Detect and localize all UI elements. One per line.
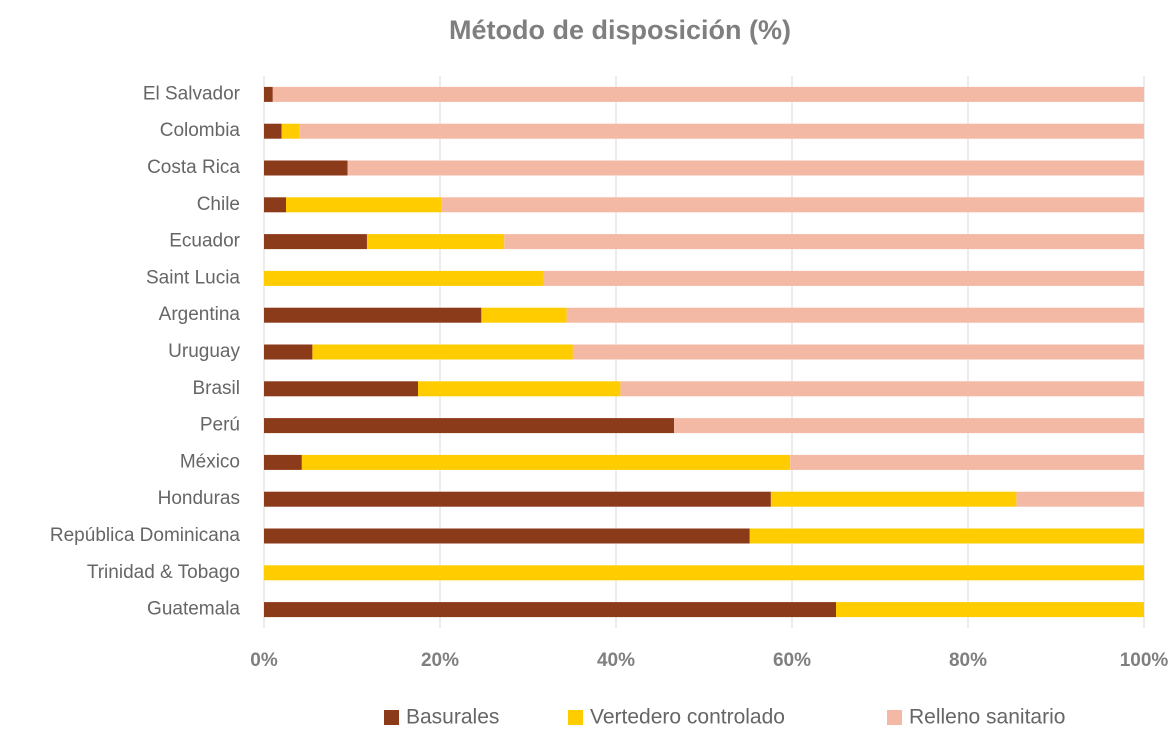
bar-segment	[264, 418, 675, 434]
bar-segment	[264, 454, 302, 470]
bar-segment	[264, 344, 313, 360]
y-tick-label: Trinidad & Tobago	[87, 562, 240, 583]
bar-segment	[264, 197, 286, 213]
legend-label: Vertedero controlado	[590, 706, 785, 729]
x-tick-label: 20%	[421, 650, 459, 671]
bar-segment	[264, 234, 367, 250]
bar-segment	[542, 270, 1144, 286]
bar-segment	[347, 160, 1145, 176]
y-tick-label: Uruguay	[168, 341, 240, 362]
x-tick-label: 80%	[949, 650, 987, 671]
x-tick-label: 40%	[597, 650, 635, 671]
bar-segment	[770, 491, 1017, 507]
bar-segment	[264, 381, 418, 397]
y-tick-label: Guatemala	[147, 599, 240, 620]
y-tick-label: El Salvador	[143, 83, 241, 104]
bar-segment	[312, 344, 573, 360]
bar-segment	[264, 307, 482, 323]
bar-segment	[264, 602, 836, 618]
legend-label: Relleno sanitario	[909, 706, 1065, 729]
y-tick-label: Costa Rica	[147, 157, 240, 178]
legend-swatch	[568, 710, 583, 725]
x-tick-label: 0%	[250, 650, 278, 671]
bar-segment	[299, 123, 1144, 139]
bar-segment	[836, 602, 1144, 618]
bar-segment	[674, 418, 1144, 434]
bar-segment	[1016, 491, 1144, 507]
bar-segment	[264, 123, 282, 139]
bar-segment	[366, 234, 505, 250]
y-tick-label: Argentina	[159, 304, 241, 325]
y-tick-label: México	[180, 451, 240, 472]
x-tick-label: 100%	[1120, 650, 1169, 671]
chart-title: Método de disposición (%)	[449, 15, 791, 45]
y-tick-label: República Dominicana	[50, 525, 241, 546]
y-tick-label: Brasil	[192, 378, 240, 399]
bar-segment	[481, 307, 567, 323]
bar-segment	[790, 454, 1144, 470]
x-tick-label: 60%	[773, 650, 811, 671]
bar-segment	[264, 491, 771, 507]
y-tick-label: Ecuador	[169, 231, 240, 252]
legend-swatch	[887, 710, 902, 725]
y-tick-label: Colombia	[160, 120, 241, 141]
y-tick-label: Perú	[200, 415, 240, 436]
bar-segment	[441, 197, 1144, 213]
bar-segment	[264, 86, 273, 102]
bar-segment	[749, 528, 1144, 544]
bar-segment	[301, 454, 791, 470]
bar-segment	[418, 381, 621, 397]
bar-segment	[572, 344, 1144, 360]
legend-label: Basurales	[406, 706, 499, 729]
y-tick-label: Honduras	[158, 488, 240, 509]
y-tick-label: Saint Lucia	[146, 267, 240, 288]
bar-segment	[264, 160, 348, 176]
bar-segment	[566, 307, 1144, 323]
bar-segment	[264, 528, 750, 544]
bar-segment	[504, 234, 1144, 250]
bar-segment	[281, 123, 300, 139]
bar-segment	[264, 270, 543, 286]
bar-segment	[286, 197, 442, 213]
bar-segment	[620, 381, 1144, 397]
bar-segment	[272, 86, 1144, 102]
y-tick-label: Chile	[197, 194, 240, 215]
legend-swatch	[384, 710, 399, 725]
bar-segment	[264, 565, 1144, 581]
